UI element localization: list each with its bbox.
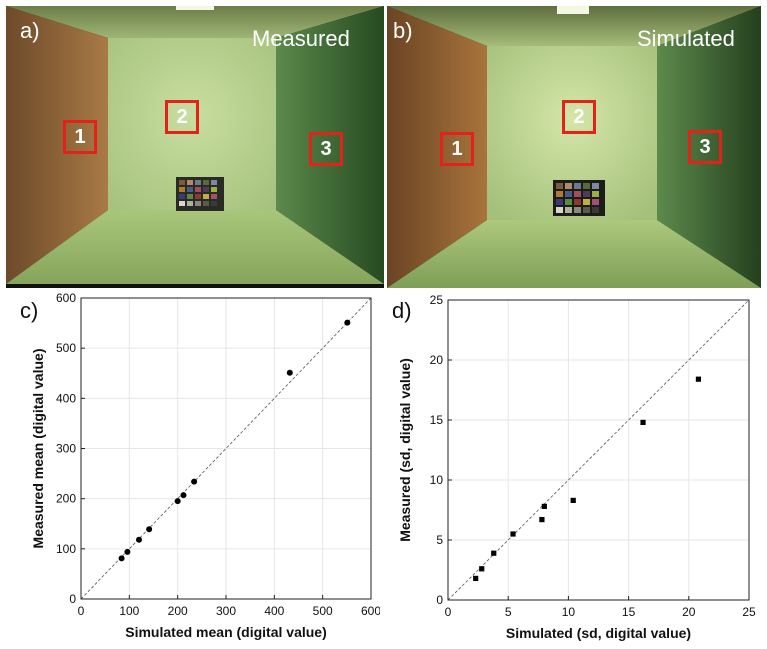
y-tick-label: 400	[56, 391, 76, 405]
panel-label-d: d)	[392, 298, 412, 323]
x-tick-label: 15	[622, 605, 636, 619]
x-tick-label: 500	[313, 604, 333, 618]
data-point	[539, 517, 545, 523]
color-checker-chart	[553, 180, 605, 216]
room-render-simulated	[387, 6, 761, 288]
data-point	[136, 536, 142, 543]
x-tick-label: 400	[264, 604, 284, 618]
photo-simulated: b) Simulated 1 2 3	[387, 6, 761, 288]
roi-box-1: 1	[440, 132, 474, 166]
x-tick-label: 200	[168, 604, 188, 618]
y-tick-label: 20	[430, 353, 444, 367]
roi-box-3: 3	[688, 130, 722, 164]
x-tick-label: 5	[505, 605, 512, 619]
photo-measured: a) Measured 1 2 3	[6, 6, 384, 288]
panel-label-b: b)	[393, 18, 413, 43]
data-point	[510, 531, 516, 537]
data-point	[344, 319, 351, 326]
x-tick-label: 0	[78, 604, 85, 618]
data-point	[640, 419, 646, 425]
data-point	[146, 526, 153, 533]
x-tick-label: 10	[562, 605, 576, 619]
y-tick-label: 25	[430, 293, 444, 307]
photo-title-measured: Measured	[252, 26, 350, 51]
y-tick-label: 5	[436, 533, 443, 547]
roi-box-2: 2	[165, 100, 199, 134]
data-point	[180, 492, 187, 499]
panel-label-a: a)	[20, 18, 40, 43]
color-checker-chart	[176, 177, 224, 211]
y-tick-label: 200	[56, 492, 76, 506]
y-tick-label: 10	[430, 473, 444, 487]
y-tick-label: 500	[56, 341, 76, 355]
x-tick-label: 300	[216, 604, 236, 618]
data-point	[479, 566, 485, 572]
x-tick-label: 600	[361, 604, 380, 618]
scatter-chart-mean: 0 100 200 300 400 500 600 0 100 200 300 400 500 600 Si…	[30, 291, 380, 640]
scatter-chart-sd: 0 5 10 15 20 25 0 5 10 15 20 25 Simulated (sd, digit…	[397, 293, 756, 641]
data-point	[174, 498, 181, 505]
data-point	[695, 376, 702, 382]
x-axis-label: Simulated (sd, digital value)	[506, 625, 691, 641]
x-tick-label: 0	[445, 605, 452, 619]
room-render-measured	[6, 6, 384, 288]
x-tick-label: 25	[742, 605, 756, 619]
y-tick-label: 0	[436, 593, 443, 607]
y-tick-label: 0	[69, 592, 76, 606]
photo-title-simulated: Simulated	[637, 26, 735, 51]
x-axis-label: Simulated mean (digital value)	[125, 624, 327, 640]
data-point	[124, 548, 131, 555]
data-point	[118, 555, 125, 562]
identity-line	[447, 299, 750, 601]
roi-box-2: 2	[562, 100, 596, 134]
y-tick-label: 100	[56, 542, 76, 556]
plot-frame	[447, 299, 750, 601]
y-axis-label: Measured (sd, digital value)	[397, 358, 413, 542]
data-point	[286, 369, 293, 376]
y-tick-label: 15	[430, 413, 444, 427]
data-point	[541, 503, 547, 509]
y-tick-label: 600	[56, 291, 76, 305]
data-point	[191, 478, 198, 485]
data-point	[570, 497, 576, 503]
data-point	[473, 575, 479, 581]
roi-box-1: 1	[63, 120, 97, 154]
roi-box-3: 3	[309, 132, 343, 166]
y-axis-label: Measured mean (digital value)	[30, 349, 46, 549]
panel-label-c: c)	[20, 298, 39, 323]
y-tick-label: 300	[56, 442, 76, 456]
data-point	[491, 550, 497, 556]
x-tick-label: 100	[119, 604, 139, 618]
x-tick-label: 20	[682, 605, 696, 619]
